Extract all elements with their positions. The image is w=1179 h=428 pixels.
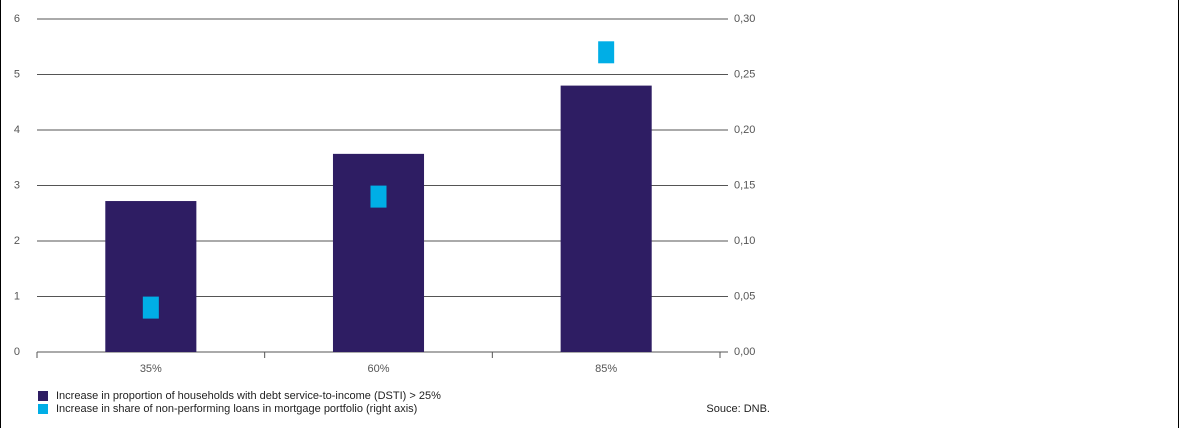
y2-tick-label: 0,15: [734, 179, 755, 191]
legend-text: Increase in share of non-performing loan…: [56, 403, 417, 415]
y2-tick-label: 0,30: [734, 13, 755, 25]
legend-swatch: [38, 404, 48, 414]
x-tick-label: 60%: [367, 363, 389, 375]
marker: [142, 296, 159, 319]
marker: [370, 185, 387, 208]
source: Souce: DNB.: [706, 403, 770, 415]
marker: [598, 41, 615, 64]
y-tick-label: 0: [14, 346, 20, 358]
y2-tick-label: 0,20: [734, 124, 755, 136]
y2-tick-label: 0,10: [734, 235, 755, 247]
x-tick-label: 85%: [595, 363, 617, 375]
legend-swatch: [38, 391, 48, 401]
bar: [332, 153, 425, 352]
y-tick-label: 6: [14, 13, 20, 25]
y2-tick-label: 0,00: [734, 346, 755, 358]
y2-tick-label: 0,05: [734, 290, 755, 302]
y-tick-label: 3: [14, 179, 20, 191]
bar: [560, 85, 652, 352]
bar: [105, 201, 197, 352]
legend-text: Increase in proportion of households wit…: [56, 390, 441, 402]
y-tick-label: 4: [14, 124, 20, 136]
y-tick-label: 2: [14, 235, 20, 247]
y-tick-label: 1: [14, 290, 20, 302]
y-tick-label: 5: [14, 68, 20, 80]
y2-tick-label: 0,25: [734, 68, 755, 80]
x-tick-label: 35%: [140, 363, 162, 375]
